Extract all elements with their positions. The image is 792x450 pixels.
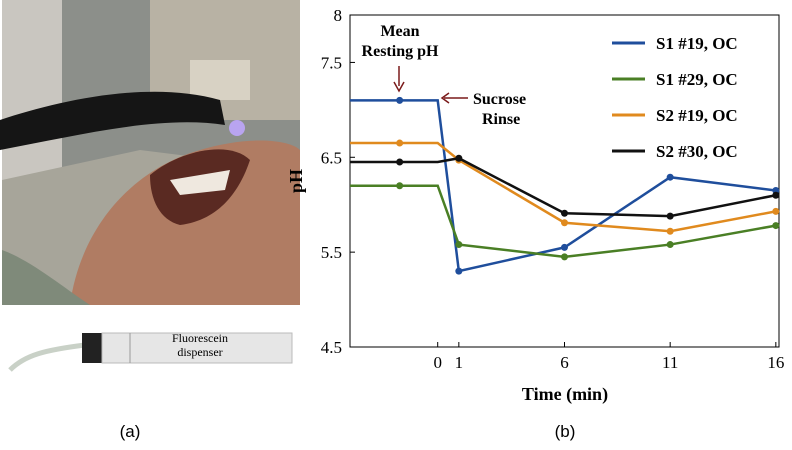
data-point: [396, 158, 404, 166]
x-tick-label: 1: [455, 353, 464, 372]
x-tick-label: 0: [433, 353, 442, 372]
dispenser-label: Fluorescein dispenser: [172, 331, 228, 359]
panel-caption: (b): [555, 422, 576, 441]
arrow-head: [440, 92, 450, 104]
data-point: [455, 154, 463, 162]
legend-label: S1 #19, OC: [656, 34, 738, 53]
panel-caption: (a): [120, 422, 141, 441]
y-axis-label: pH: [286, 169, 306, 193]
series-line: [350, 156, 777, 218]
arrow-head: [393, 81, 405, 93]
data-point: [666, 212, 674, 220]
data-point: [561, 253, 568, 261]
y-tick-label: 4.5: [321, 338, 342, 357]
y-tick-label: 8: [334, 6, 343, 25]
data-point: [396, 96, 404, 104]
data-point: [561, 219, 568, 227]
x-tick-label: 6: [560, 353, 569, 372]
y-tick-label: 5.5: [321, 243, 342, 262]
data-point: [561, 209, 568, 217]
data-point: [772, 191, 780, 199]
data-point: [666, 173, 674, 181]
data-point: [772, 222, 780, 230]
legend-label: S1 #29, OC: [656, 70, 738, 89]
x-tick-label: 16: [767, 353, 784, 372]
y-tick-label: 6.5: [321, 148, 342, 167]
data-point: [666, 227, 674, 235]
data-point: [455, 267, 463, 275]
data-point: [396, 139, 404, 147]
data-point: [396, 182, 404, 190]
syringe: [8, 332, 293, 372]
data-point: [666, 241, 674, 249]
photo: [0, 0, 300, 305]
data-point: [561, 243, 568, 251]
x-tick-label: 11: [662, 353, 678, 372]
data-point: [772, 207, 780, 215]
data-point: [455, 241, 463, 249]
legend-label: S2 #19, OC: [656, 106, 738, 125]
x-axis-label: Time (min): [522, 384, 608, 405]
y-tick-label: 7.5: [321, 53, 342, 72]
annotation: Sucrose Rinse: [473, 91, 526, 128]
plot-frame: [349, 14, 780, 348]
annotation: Mean Resting pH: [362, 23, 439, 60]
legend-label: S2 #30, OC: [656, 142, 738, 161]
